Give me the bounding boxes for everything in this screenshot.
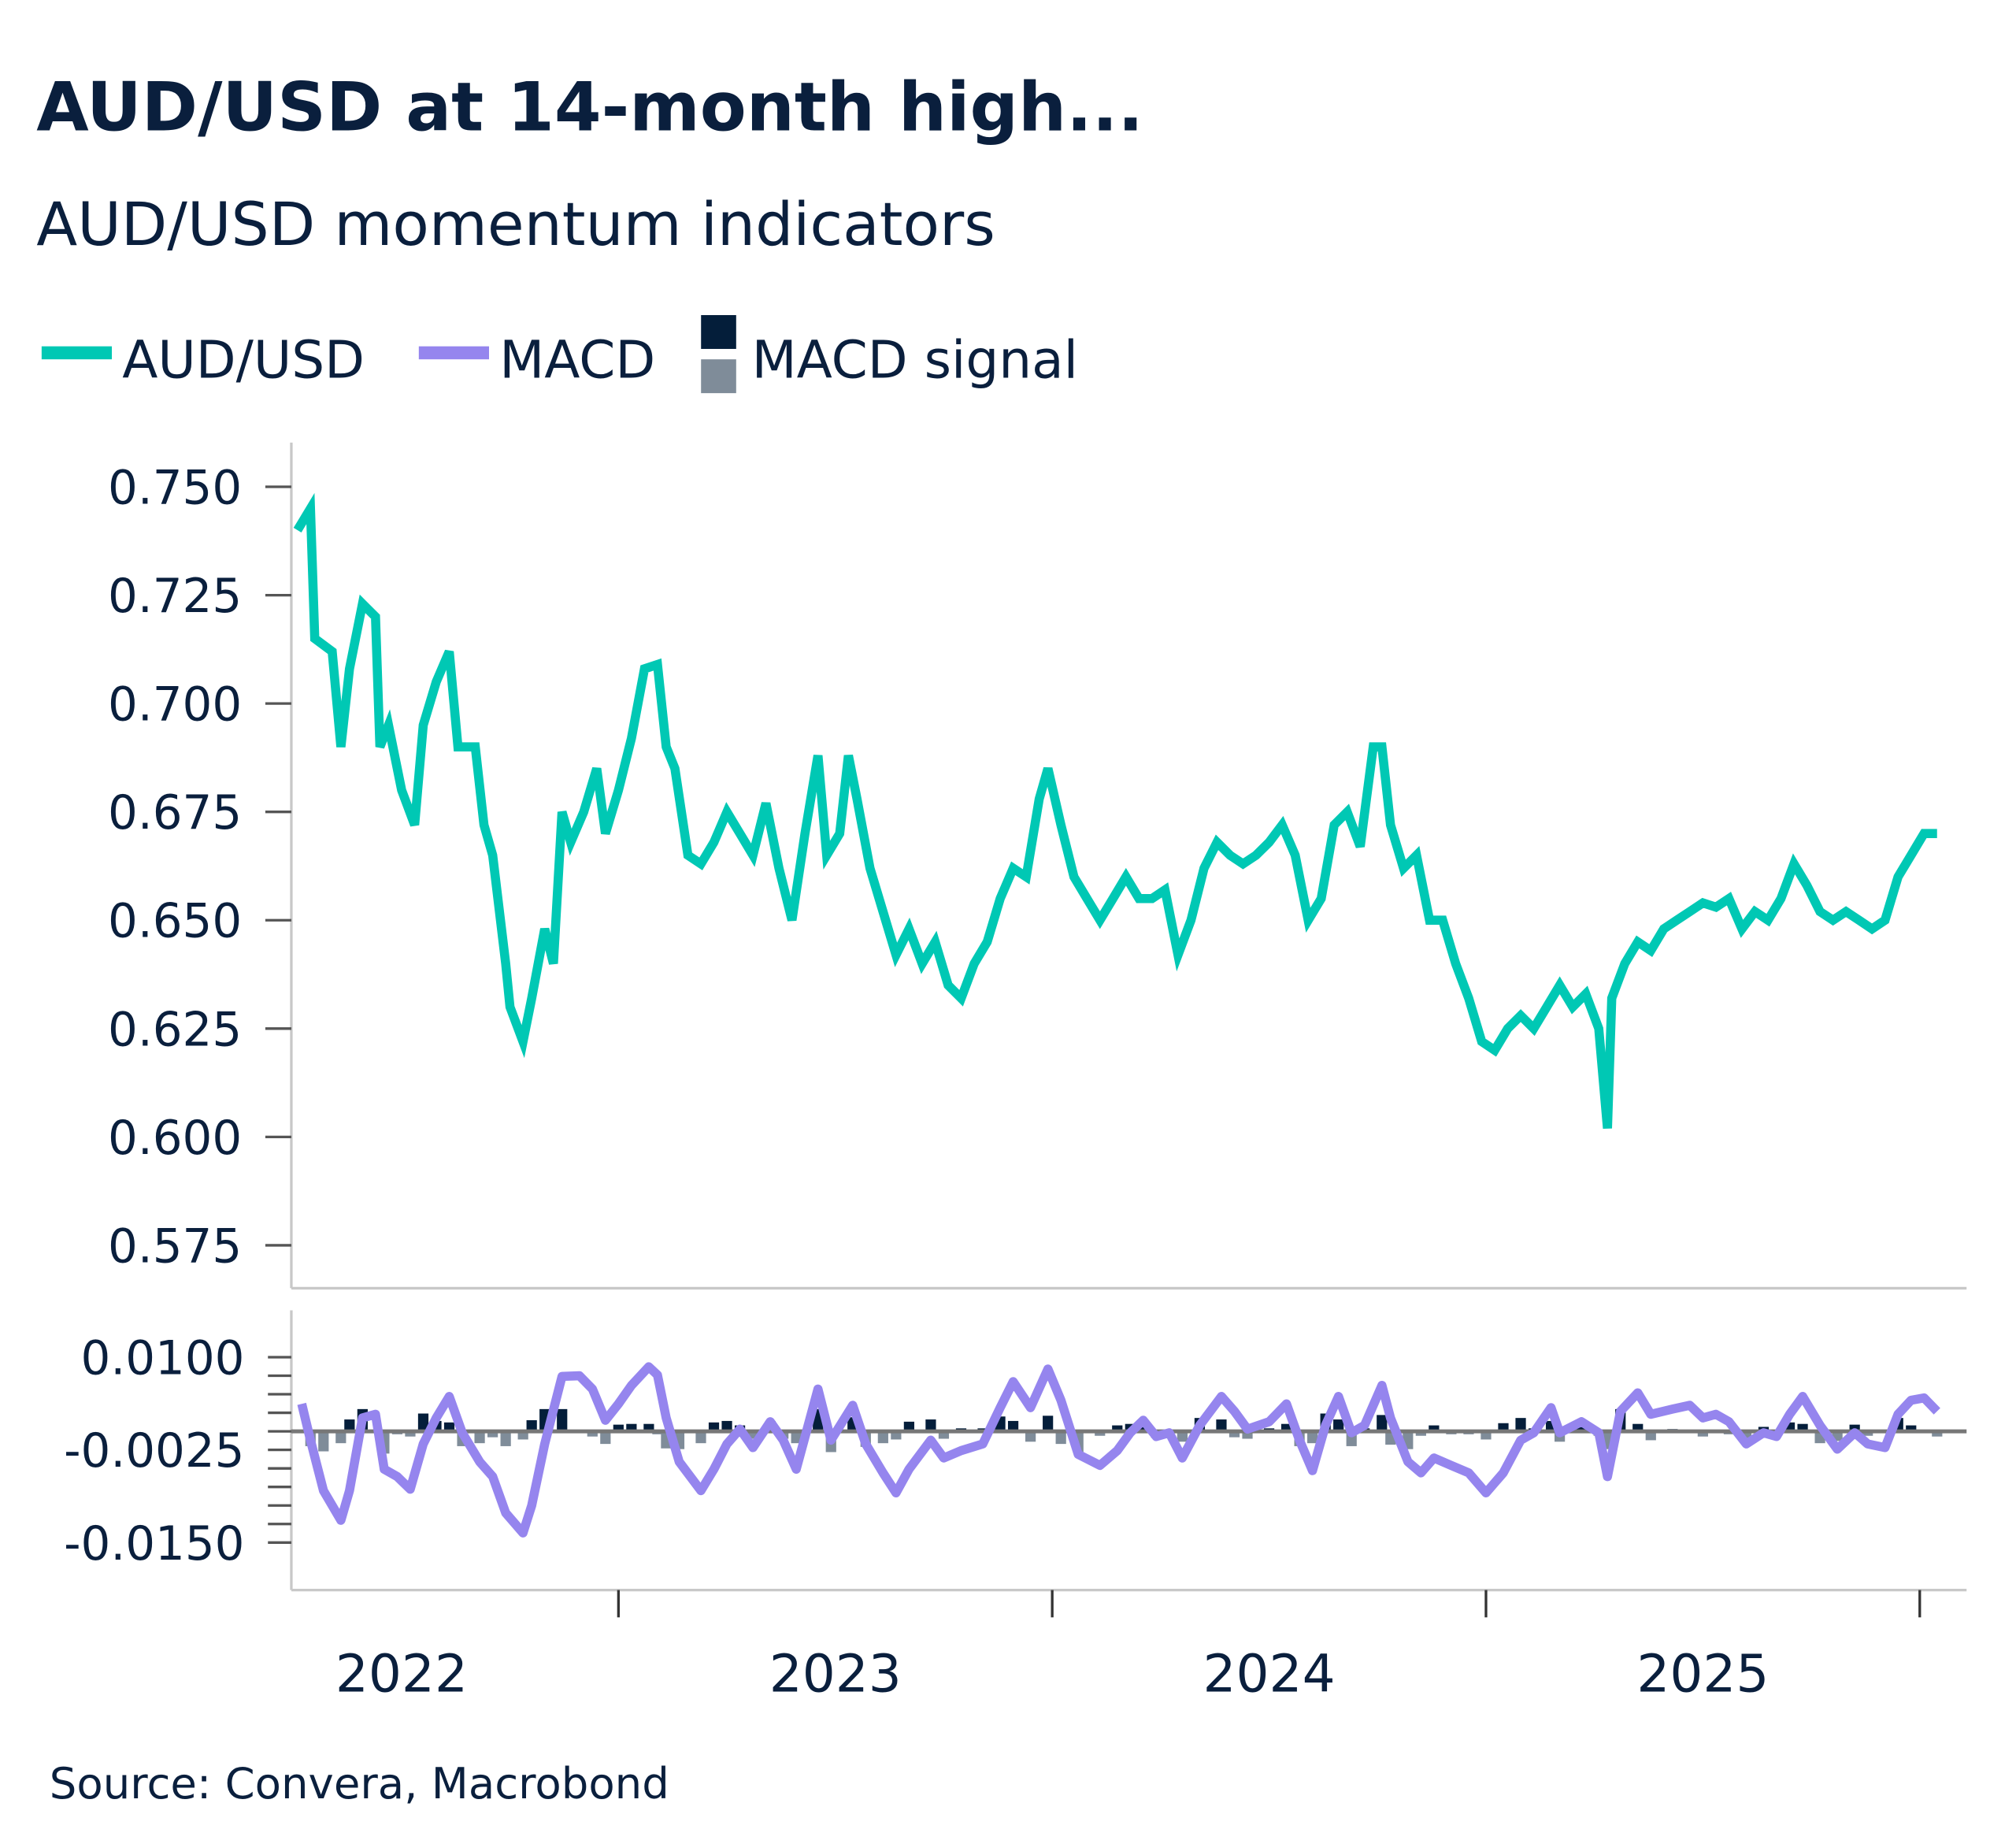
top-y-tick-label: 0.625 bbox=[108, 1003, 242, 1057]
macd-signal-bar bbox=[587, 1431, 598, 1437]
macd-signal-bar bbox=[791, 1431, 802, 1444]
top-y-tick-label: 0.725 bbox=[108, 570, 242, 624]
macd-signal-bar bbox=[1177, 1431, 1188, 1442]
chart-title: AUD/USD at 14-month high... bbox=[36, 68, 1143, 147]
macd-signal-bar bbox=[318, 1431, 329, 1452]
macd-signal-bar bbox=[517, 1431, 528, 1440]
bottom-panel: 0.0100 -0.0025 -0.0150 bbox=[64, 1310, 1967, 1592]
macd-series-line bbox=[297, 1362, 1940, 1538]
legend-label-macd: MACD bbox=[499, 329, 655, 390]
macd-signal-bar bbox=[1862, 1431, 1873, 1436]
macd-signal-bar bbox=[1906, 1425, 1917, 1432]
macd-signal-bar bbox=[1242, 1431, 1253, 1439]
macd-signal-bar bbox=[925, 1419, 936, 1432]
legend-swatch-audusd bbox=[41, 346, 113, 360]
top-panel: 0.750 0.725 0.700 0.675 0.650 0.625 0.600 0.575 bbox=[108, 442, 1967, 1290]
legend-swatch-macd bbox=[418, 346, 490, 360]
macd-signal-bar bbox=[1415, 1431, 1426, 1436]
macd-signal-bar bbox=[600, 1431, 611, 1445]
macd-signal-bar bbox=[938, 1431, 950, 1439]
top-y-tick-label: 0.675 bbox=[108, 786, 242, 840]
macd-signal-bar bbox=[903, 1421, 914, 1432]
macd-signal-bar bbox=[1429, 1425, 1440, 1432]
macd-signal-bar bbox=[1576, 1427, 1587, 1432]
macd-signal-bar bbox=[1797, 1423, 1808, 1432]
macd-signal-bar bbox=[1138, 1426, 1149, 1432]
bottom-y-tick-label: -0.0150 bbox=[64, 1517, 244, 1571]
macd-signal-bar bbox=[1333, 1419, 1344, 1432]
bottom-y-tick-label: -0.0025 bbox=[64, 1424, 244, 1479]
macd-signal-bar bbox=[443, 1422, 455, 1432]
macd-signal-bar bbox=[487, 1431, 498, 1438]
macd-signal-bar bbox=[1932, 1431, 1943, 1437]
bottom-y-tick-label: 0.0100 bbox=[81, 1331, 245, 1386]
macd-signal-bar bbox=[1025, 1431, 1036, 1442]
legend-label-macd-signal: MACD signal bbox=[752, 329, 1078, 390]
legend-label-audusd: AUD/USD bbox=[122, 329, 365, 390]
macd-signal-bar bbox=[1043, 1415, 1054, 1432]
macd-signal-bar bbox=[1228, 1431, 1240, 1438]
macd-signal-bar bbox=[1307, 1431, 1318, 1444]
macd-signal-bar bbox=[526, 1419, 537, 1432]
x-tick-label: 2024 bbox=[1203, 1643, 1336, 1704]
legend-swatch-signal-negative bbox=[701, 359, 736, 394]
macd-signal-bar bbox=[708, 1422, 720, 1432]
macd-signal-bar bbox=[1645, 1431, 1656, 1441]
macd-signal-bar bbox=[344, 1419, 355, 1432]
macd-signal-bar bbox=[474, 1431, 485, 1444]
x-axis: 2022 2023 2024 2025 bbox=[335, 1590, 1922, 1704]
macd-signal-bar bbox=[1849, 1424, 1860, 1432]
macd-signal-bar bbox=[1377, 1415, 1388, 1432]
legend: AUD/USD MACD MACD signal bbox=[41, 315, 1078, 394]
macd-signal-bar bbox=[1632, 1423, 1644, 1432]
macd-signal-bar bbox=[1280, 1423, 1292, 1432]
top-y-tick-label: 0.600 bbox=[108, 1111, 242, 1166]
macd-signal-bar bbox=[695, 1431, 706, 1444]
macd-signal-bar bbox=[877, 1431, 888, 1444]
top-y-tick-label: 0.575 bbox=[108, 1219, 242, 1274]
macd-signal-bar bbox=[626, 1423, 637, 1432]
macd-signal-bar bbox=[721, 1420, 732, 1432]
legend-swatch-signal-positive bbox=[701, 315, 736, 349]
macd-signal-bar bbox=[1095, 1431, 1106, 1436]
source-note: Source: Convera, Macrobond bbox=[50, 1758, 669, 1809]
macd-signal-bar bbox=[1515, 1418, 1526, 1432]
macd-signal-bar bbox=[1740, 1431, 1752, 1441]
audusd-series-line bbox=[293, 492, 1937, 1129]
macd-signal-bar bbox=[891, 1431, 902, 1440]
macd-signal-bar bbox=[1480, 1431, 1492, 1440]
top-y-tick-label: 0.650 bbox=[108, 895, 242, 949]
macd-signal-bar bbox=[1216, 1419, 1227, 1432]
x-tick-label: 2022 bbox=[335, 1643, 468, 1704]
macd-signal-bar bbox=[1784, 1422, 1796, 1432]
macd-signal-bar bbox=[1007, 1420, 1019, 1432]
top-y-tick-label: 0.750 bbox=[108, 462, 242, 516]
chart-subtitle: AUD/USD momentum indicators bbox=[36, 189, 995, 259]
x-tick-label: 2023 bbox=[769, 1643, 902, 1704]
macd-signal-bar bbox=[405, 1431, 416, 1437]
macd-signal-bar bbox=[417, 1413, 429, 1432]
macd-signal-bar bbox=[1498, 1423, 1509, 1432]
top-y-tick-label: 0.700 bbox=[108, 678, 242, 733]
macd-signal-bar bbox=[557, 1408, 568, 1432]
macd-signal-bar bbox=[1055, 1431, 1066, 1445]
macd-signal-bar bbox=[643, 1423, 654, 1432]
macd-signal-bar bbox=[747, 1431, 758, 1439]
macd-signal-bar bbox=[613, 1424, 624, 1432]
macd-signal-bar bbox=[500, 1431, 511, 1446]
macd-signal-bar bbox=[335, 1431, 346, 1444]
macd-signal-bar bbox=[1112, 1425, 1123, 1432]
x-tick-label: 2025 bbox=[1636, 1643, 1769, 1704]
macd-signal-bar bbox=[1697, 1431, 1708, 1437]
